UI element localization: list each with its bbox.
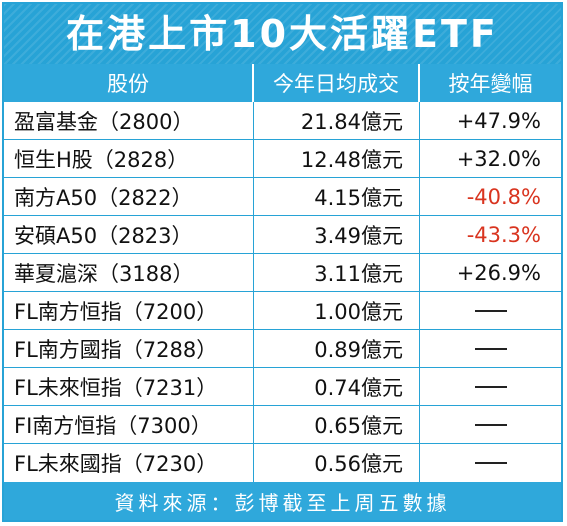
table-row: 華夏滬深（3188） 3.11億元 +26.9% [4, 254, 561, 292]
change-cell-empty [420, 368, 561, 405]
turnover-cell: 12.48億元 [254, 140, 420, 177]
stock-name-cell: 盈富基金（2800） [4, 102, 254, 139]
change-cell: +26.9% [456, 260, 541, 285]
table-row: 盈富基金（2800） 21.84億元 +47.9% [4, 102, 561, 140]
turnover-cell: 21.84億元 [254, 102, 420, 139]
page-title: 在港上市10大活躍ETF [66, 12, 499, 56]
header-change: 按年變幅 [448, 72, 533, 96]
turnover-cell: 3.49億元 [254, 216, 420, 253]
source-footer: 資料來源：彭博截至上周五數據 [4, 482, 561, 520]
table-row: FL南方恒指（7200） 1.00億元 [4, 292, 561, 330]
table-row: FI南方恒指（7300） 0.65億元 [4, 406, 561, 444]
dash-icon [474, 347, 507, 350]
table-row: FL南方國指（7288） 0.89億元 [4, 330, 561, 368]
change-cell-empty [420, 330, 561, 367]
table-row: 南方A50（2822） 4.15億元 -40.8% [4, 178, 561, 216]
dash-icon [474, 309, 507, 312]
change-cell-empty [420, 406, 561, 443]
change-cell-empty [420, 292, 561, 329]
turnover-cell: 0.74億元 [254, 368, 420, 405]
change-cell: -43.3% [466, 222, 541, 247]
table-body: 盈富基金（2800） 21.84億元 +47.9% 恒生H股（2828） 12.… [4, 102, 561, 482]
header-stock: 股份 [4, 64, 254, 102]
dash-icon [474, 462, 507, 464]
stock-name-cell: 安碩A50（2823） [4, 216, 254, 253]
change-cell: +32.0% [456, 146, 541, 171]
etf-table-card: 在港上市10大活躍ETF 股份 今年日均成交 按年變幅 盈富基金（2800） 2… [2, 2, 563, 522]
stock-name-cell: 南方A50（2822） [4, 178, 254, 215]
table-header: 股份 今年日均成交 按年變幅 [4, 64, 561, 102]
stock-name-cell: 恒生H股（2828） [4, 140, 254, 177]
source-note: 資料來源：彭博截至上周五數據 [114, 490, 451, 515]
header-turnover: 今年日均成交 [254, 64, 420, 102]
stock-name-cell: FL南方恒指（7200） [4, 292, 254, 329]
dash-icon [474, 423, 507, 426]
change-cell: +47.9% [456, 108, 541, 133]
stock-name-cell: FI南方恒指（7300） [4, 406, 254, 443]
table-row: FL未來恒指（7231） 0.74億元 [4, 368, 561, 406]
table-row: FL未來國指（7230） 0.56億元 [4, 444, 561, 482]
stock-name-cell: FL南方國指（7288） [4, 330, 254, 367]
turnover-cell: 3.11億元 [254, 254, 420, 291]
turnover-cell: 0.56億元 [254, 444, 420, 482]
turnover-cell: 1.00億元 [254, 292, 420, 329]
title-bar: 在港上市10大活躍ETF [4, 4, 561, 64]
change-cell-empty [420, 444, 561, 482]
change-cell: -40.8% [466, 184, 541, 209]
stock-name-cell: FL未來恒指（7231） [4, 368, 254, 405]
table-row: 恒生H股（2828） 12.48億元 +32.0% [4, 140, 561, 178]
turnover-cell: 0.89億元 [254, 330, 420, 367]
turnover-cell: 4.15億元 [254, 178, 420, 215]
table-row: 安碩A50（2823） 3.49億元 -43.3% [4, 216, 561, 254]
stock-name-cell: 華夏滬深（3188） [4, 254, 254, 291]
dash-icon [474, 385, 507, 388]
stock-name-cell: FL未來國指（7230） [4, 444, 254, 482]
turnover-cell: 0.65億元 [254, 406, 420, 443]
